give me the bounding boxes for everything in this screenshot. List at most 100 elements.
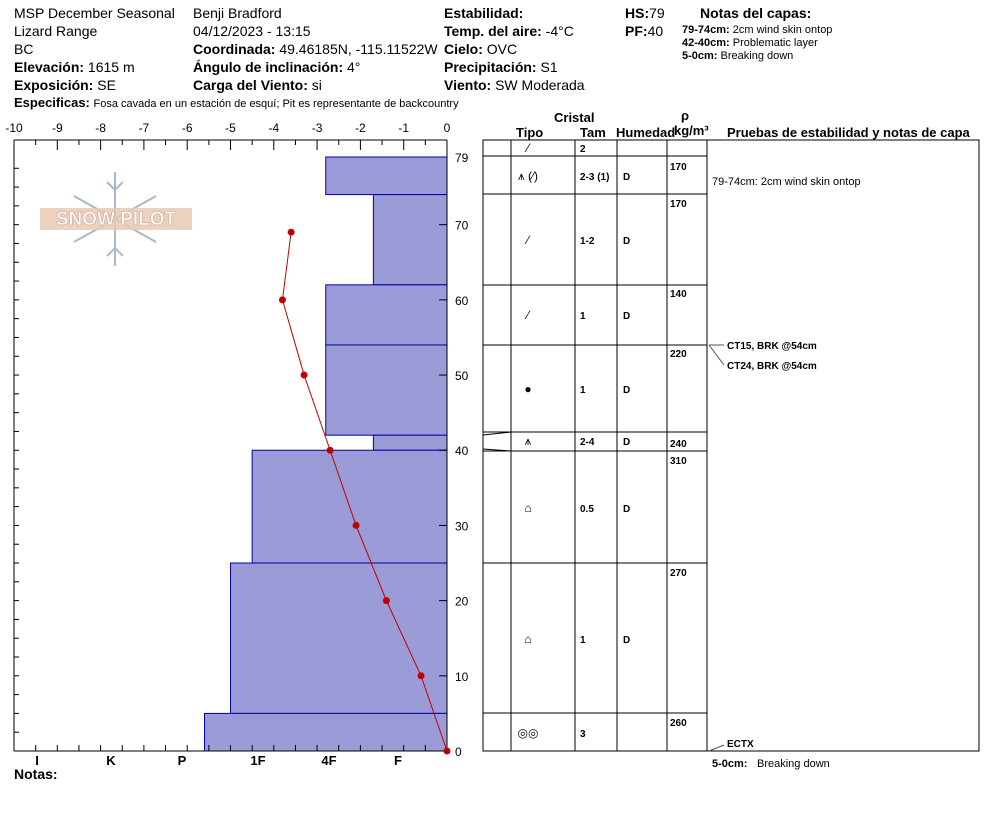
top-axis-label: 0 [444, 121, 451, 135]
density: 270 [670, 568, 687, 579]
table-layer-note: 79-74cm: 2cm wind skin ontop [712, 176, 861, 188]
layer-note: 79-74cm: 2cm wind skin ontop [682, 24, 832, 37]
hardness-axis-label: 4F [321, 753, 336, 768]
density-unit-header: kg/m³ [674, 123, 709, 138]
moisture: D [623, 437, 630, 448]
elevation-value: 1615 m [87, 59, 135, 75]
hardness-bar [325, 344, 448, 436]
stability-test: ECTX [727, 739, 754, 750]
density: 310 [670, 456, 687, 467]
top-axis-label: -6 [182, 121, 193, 135]
hardness-bar [325, 156, 448, 196]
rho-header: ρ [681, 108, 690, 123]
temperature-point [287, 228, 295, 236]
layer-note-text: Breaking down [720, 50, 794, 62]
grain-type-symbol: ◎◎ [518, 726, 539, 740]
moisture: D [623, 311, 630, 322]
top-axis-label: -1 [398, 121, 409, 135]
depth-label: 50 [455, 369, 469, 383]
hs-row: HS:79 [625, 4, 665, 22]
elevation-row: Elevación: 1615 m [14, 58, 135, 76]
top-axis-label: -10 [5, 121, 23, 135]
grain-size: 1 [580, 385, 586, 396]
grain-type-symbol: ⩚ (⁄) [518, 169, 538, 183]
type-header: Tipo [516, 125, 544, 140]
pf-value: 40 [647, 23, 664, 39]
obs-datetime: 04/12/2023 - 13:15 [193, 23, 311, 39]
grain-size: 3 [580, 729, 586, 740]
moisture: D [623, 635, 630, 646]
layer-note-text: 2cm wind skin ontop [732, 24, 833, 36]
depth-label: 0 [455, 745, 462, 759]
depth-label: 20 [455, 595, 469, 609]
layer-table-frame [482, 139, 980, 752]
row-connector [482, 448, 512, 452]
airtemp-row: Temp. del aire: -4°C [444, 22, 574, 40]
moisture: D [623, 504, 630, 515]
hardness-axis-label: 1F [250, 753, 265, 768]
hardness-bar [204, 712, 448, 752]
grain-type-symbol: ⌂ [524, 632, 531, 646]
grain-type-symbol: ⁄ [524, 308, 531, 322]
moisture: D [623, 236, 630, 247]
size-header: Tam [580, 125, 606, 140]
density: 140 [670, 289, 687, 300]
aspect-label: Exposición: [14, 77, 94, 93]
temperature-line [281, 232, 448, 752]
pf-row: PF:40 [625, 22, 663, 40]
depth-top-label: 79 [455, 151, 469, 165]
temperature-point [300, 371, 308, 379]
top-axis-label: -4 [268, 121, 279, 135]
top-axis-label: -7 [139, 121, 150, 135]
layer-note: 5-0cm: Breaking down [682, 50, 793, 63]
stability-test: CT15, BRK @54cm [727, 341, 817, 352]
airtemp-value: -4°C [545, 23, 574, 39]
precip-row: Precipitación: S1 [444, 58, 558, 76]
hardness-axis-label: P [178, 753, 187, 768]
wind-row: Viento: SW Moderada [444, 76, 585, 94]
depth-label: 60 [455, 294, 469, 308]
wind-value: SW Moderada [495, 77, 585, 93]
aspect-row: Exposición: SE [14, 76, 116, 94]
aspect-value: SE [97, 77, 116, 93]
depth-label: 70 [455, 219, 469, 233]
temperature-point [443, 747, 451, 755]
sky-label: Cielo: [444, 41, 483, 57]
temperature-point [278, 296, 286, 304]
hardness-bar [372, 434, 448, 451]
wind-label: Viento: [444, 77, 492, 93]
coordinate-value: 49.46185N, -115.11522W [279, 41, 438, 57]
hardness-bar [325, 284, 448, 346]
top-axis-label: -8 [95, 121, 106, 135]
bottom-note-range: 5-0cm: [712, 758, 747, 770]
coordinate-label: Coordinada: [193, 41, 276, 57]
sky-row: Cielo: OVC [444, 40, 517, 58]
sky-value: OVC [486, 41, 518, 57]
windload-row: Carga del Viento: si [193, 76, 322, 94]
layer-notes-title: Notas del capas: [700, 5, 812, 21]
temperature-point [382, 597, 390, 605]
depth-label: 30 [455, 519, 469, 533]
layer-note: 42-40cm: Problematic layer [682, 37, 818, 50]
density: 170 [670, 162, 687, 173]
grain-size: 2-4 [580, 437, 595, 448]
range-name: Lizard Range [14, 23, 98, 39]
row-connector [482, 431, 512, 436]
grain-type-symbol: ● [524, 382, 531, 396]
grain-type-symbol: ⩚ [525, 434, 532, 448]
stability-test-arrow [708, 344, 725, 366]
hs-value: 79 [649, 5, 665, 21]
windload-value: si [311, 77, 322, 93]
hardness-axis-label: I [35, 753, 39, 768]
specifics-value: Fosa cavada en un estación de esquí; Pit… [93, 98, 459, 110]
coordinate-row: Coordinada: 49.46185N, -115.11522W [193, 40, 438, 58]
top-axis-label: -3 [312, 121, 323, 135]
windload-label: Carga del Viento: [193, 77, 308, 93]
grain-type-symbol: ⁄ [524, 141, 531, 155]
hardness-axis-label: F [394, 753, 402, 768]
moisture: D [623, 172, 630, 183]
bottom-note-text: Breaking down [757, 758, 830, 770]
top-axis-label: -5 [225, 121, 236, 135]
density: 240 [670, 439, 687, 450]
observer-name: Benji Bradford [193, 5, 282, 21]
